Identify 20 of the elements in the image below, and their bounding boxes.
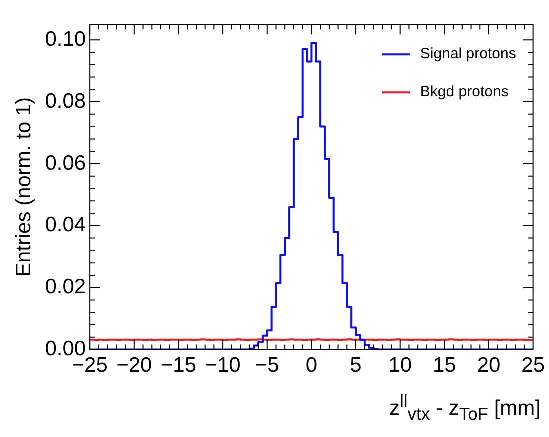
y-tick-label: 0.00 — [45, 338, 86, 361]
x-tick-label: −15 — [160, 354, 197, 378]
x-tick-label: 15 — [432, 354, 456, 378]
legend-label: Bkgd protons — [420, 84, 509, 101]
x-tick-label: 25 — [522, 354, 545, 378]
y-tick-label: 0.02 — [45, 276, 86, 299]
y-tick-label: 0.06 — [45, 152, 86, 175]
x-tick-label: 20 — [477, 354, 501, 378]
y-axis-title: Entries (norm. to 1) — [12, 97, 36, 278]
x-tick-label: 0 — [306, 354, 318, 378]
y-tick-label: 0.10 — [45, 28, 86, 51]
y-tick-label: 0.04 — [45, 214, 86, 237]
x-tick-label: −5 — [255, 354, 280, 378]
x-tick-label: −20 — [116, 354, 152, 378]
x-tick-label: 10 — [388, 354, 412, 378]
x-tick-label: −10 — [205, 354, 241, 378]
y-tick-label: 0.08 — [45, 90, 86, 113]
x-axis-title: z$^{ll}$$_{vtx}$ - z$_{ToF}$ [mm] — [389, 391, 541, 426]
x-tick-label: 5 — [350, 354, 362, 378]
legend-label: Signal protons — [420, 46, 516, 63]
